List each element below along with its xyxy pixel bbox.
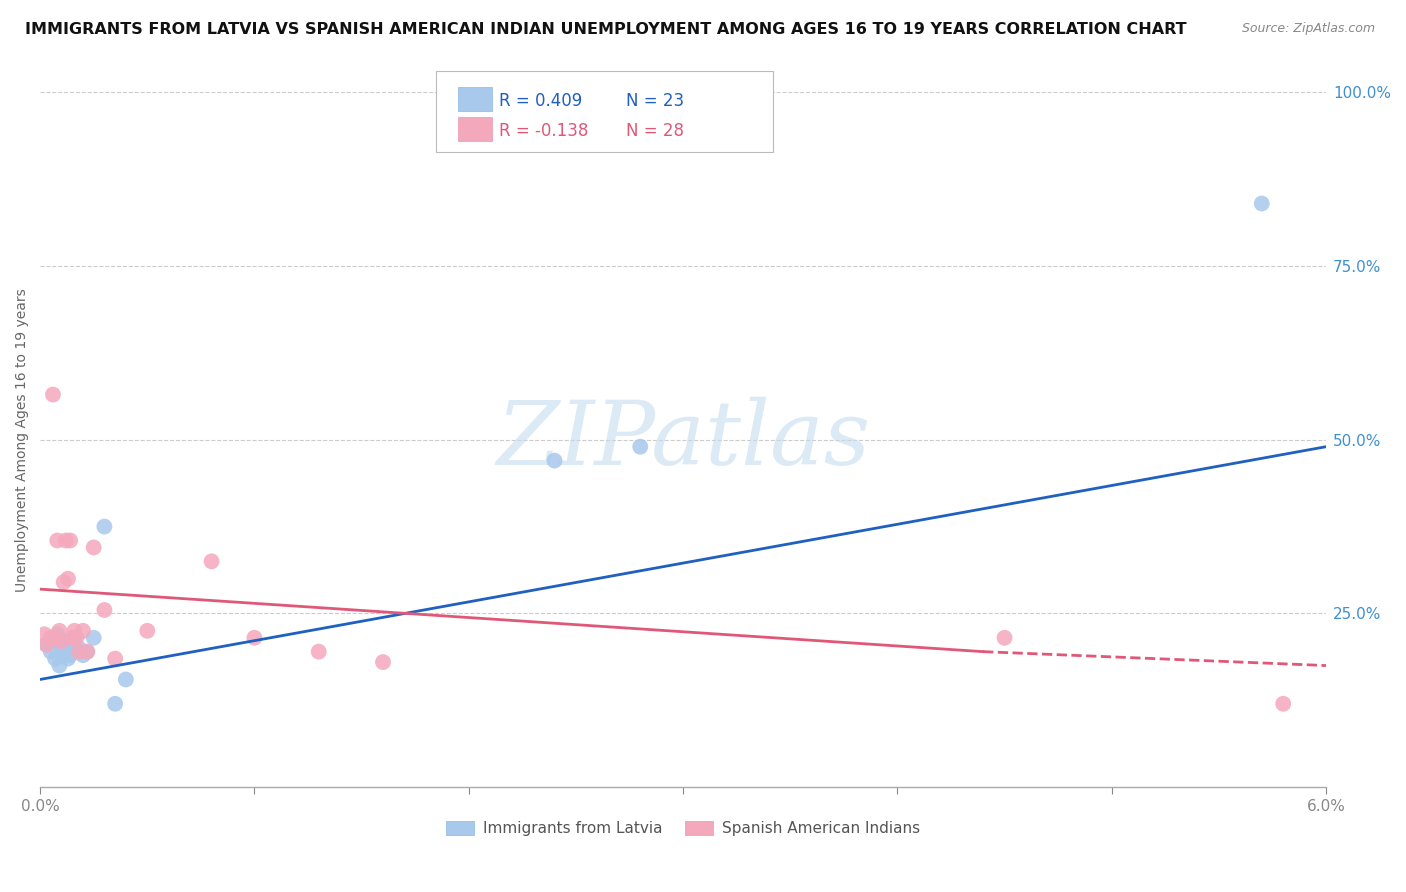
Point bbox=[59, 648, 82, 662]
Point bbox=[67, 641, 90, 656]
Point bbox=[56, 651, 79, 665]
Point bbox=[51, 634, 73, 648]
Point bbox=[60, 638, 83, 652]
Point bbox=[34, 627, 56, 641]
Point bbox=[200, 554, 222, 568]
Y-axis label: Unemployment Among Ages 16 to 19 years: Unemployment Among Ages 16 to 19 years bbox=[15, 288, 30, 591]
Point bbox=[104, 697, 127, 711]
Point bbox=[93, 519, 115, 533]
Text: Source: ZipAtlas.com: Source: ZipAtlas.com bbox=[1241, 22, 1375, 36]
Point bbox=[55, 641, 77, 656]
Point bbox=[76, 645, 98, 659]
Point bbox=[308, 645, 330, 659]
Point bbox=[243, 631, 266, 645]
Point bbox=[63, 631, 86, 645]
Point bbox=[35, 638, 58, 652]
Point bbox=[44, 651, 66, 665]
Point bbox=[52, 575, 75, 590]
Point bbox=[48, 624, 70, 638]
Point bbox=[60, 631, 83, 645]
Point bbox=[46, 627, 69, 641]
Point bbox=[83, 541, 105, 555]
Point bbox=[35, 638, 58, 652]
Point bbox=[65, 631, 87, 645]
Point bbox=[52, 634, 75, 648]
Point bbox=[48, 658, 70, 673]
Point bbox=[83, 631, 105, 645]
Point bbox=[63, 624, 86, 638]
Point bbox=[67, 645, 90, 659]
Point bbox=[44, 631, 66, 645]
Legend: Immigrants from Latvia, Spanish American Indians: Immigrants from Latvia, Spanish American… bbox=[440, 814, 927, 842]
Point bbox=[543, 453, 565, 467]
Text: N = 28: N = 28 bbox=[626, 122, 683, 140]
Text: R = -0.138: R = -0.138 bbox=[499, 122, 589, 140]
Point bbox=[993, 631, 1015, 645]
Point bbox=[72, 624, 94, 638]
Point bbox=[104, 651, 127, 665]
Point bbox=[371, 655, 394, 669]
Point bbox=[136, 624, 159, 638]
Point bbox=[115, 673, 138, 687]
Text: ZIPatlas: ZIPatlas bbox=[496, 396, 870, 483]
Point bbox=[56, 572, 79, 586]
Text: R = 0.409: R = 0.409 bbox=[499, 92, 582, 110]
Point bbox=[76, 645, 98, 659]
Point bbox=[628, 440, 651, 454]
Point bbox=[42, 634, 65, 648]
Point bbox=[39, 631, 62, 645]
Text: N = 23: N = 23 bbox=[626, 92, 683, 110]
Point bbox=[51, 645, 73, 659]
Point bbox=[72, 648, 94, 662]
Point bbox=[93, 603, 115, 617]
Text: IMMIGRANTS FROM LATVIA VS SPANISH AMERICAN INDIAN UNEMPLOYMENT AMONG AGES 16 TO : IMMIGRANTS FROM LATVIA VS SPANISH AMERIC… bbox=[25, 22, 1187, 37]
Point bbox=[39, 645, 62, 659]
Point bbox=[46, 533, 69, 548]
Point bbox=[55, 533, 77, 548]
Point bbox=[1272, 697, 1295, 711]
Point bbox=[59, 533, 82, 548]
Point bbox=[42, 387, 65, 401]
Point bbox=[1250, 196, 1272, 211]
